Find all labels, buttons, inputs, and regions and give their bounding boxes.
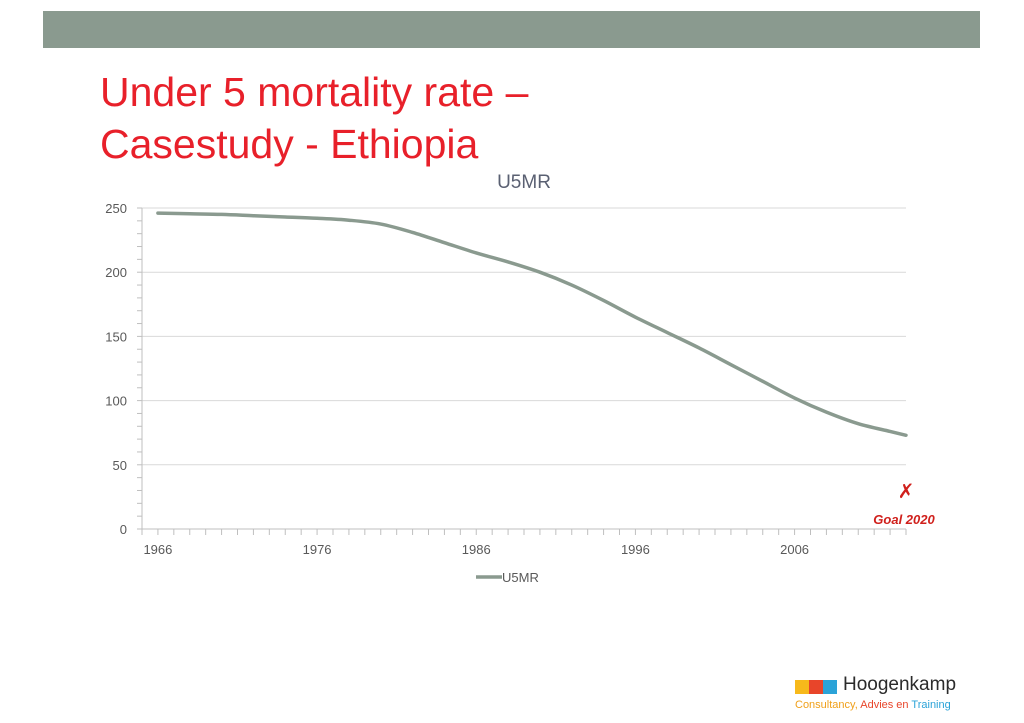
y-tick-label-250: 250 bbox=[105, 201, 127, 216]
series-line-u5mr bbox=[156, 211, 908, 438]
chart-series bbox=[156, 211, 908, 438]
chart-axes: 0 50 100 150 200 250 1966 1976 1986 1996 2006 bbox=[105, 201, 907, 557]
y-tick-label-100: 100 bbox=[105, 394, 127, 409]
y-tick-label-200: 200 bbox=[105, 265, 127, 280]
x-tick-label-2006: 2006 bbox=[780, 542, 809, 557]
company-logo: Hoogenkamp Consultancy, Advies en Traini… bbox=[795, 674, 985, 718]
logo-tagline: Consultancy, Advies en Training bbox=[795, 699, 951, 711]
logo-square-blue bbox=[823, 680, 837, 694]
x-tick-label-1966: 1966 bbox=[143, 542, 172, 557]
logo-tagline-part-1: Consultancy, bbox=[795, 699, 858, 711]
logo-tagline-part-3: Training bbox=[911, 699, 951, 711]
logo-square-yellow bbox=[795, 680, 809, 694]
header-bar bbox=[43, 11, 980, 48]
slide-title: Under 5 mortality rate – Casestudy - Eth… bbox=[100, 66, 528, 170]
logo-tagline-part-2: Advies en bbox=[860, 699, 909, 711]
logo-name: Hoogenkamp bbox=[843, 674, 957, 695]
slide-title-line-2: Casestudy - Ethiopia bbox=[100, 121, 479, 167]
goal-marker-icon: ✗ bbox=[898, 479, 915, 503]
goal-annotation-label: Goal 2020 bbox=[873, 512, 935, 527]
y-tick-label-50: 50 bbox=[113, 458, 127, 473]
logo-squares bbox=[795, 680, 837, 694]
chart-title: U5MR bbox=[497, 172, 551, 193]
slide-title-line-1: Under 5 mortality rate – bbox=[100, 69, 529, 115]
chart-legend: U5MR bbox=[476, 570, 539, 585]
x-tick-label-1976: 1976 bbox=[303, 542, 332, 557]
y-tick-label-0: 0 bbox=[120, 522, 127, 537]
y-tick-label-150: 150 bbox=[105, 329, 127, 344]
chart-gridlines bbox=[142, 207, 906, 466]
x-tick-label-1996: 1996 bbox=[621, 542, 650, 557]
logo-square-red bbox=[809, 680, 823, 694]
chart-annotations: ✗ Goal 2020 bbox=[873, 479, 935, 527]
legend-label-u5mr: U5MR bbox=[502, 570, 539, 585]
x-tick-label-1986: 1986 bbox=[462, 542, 491, 557]
